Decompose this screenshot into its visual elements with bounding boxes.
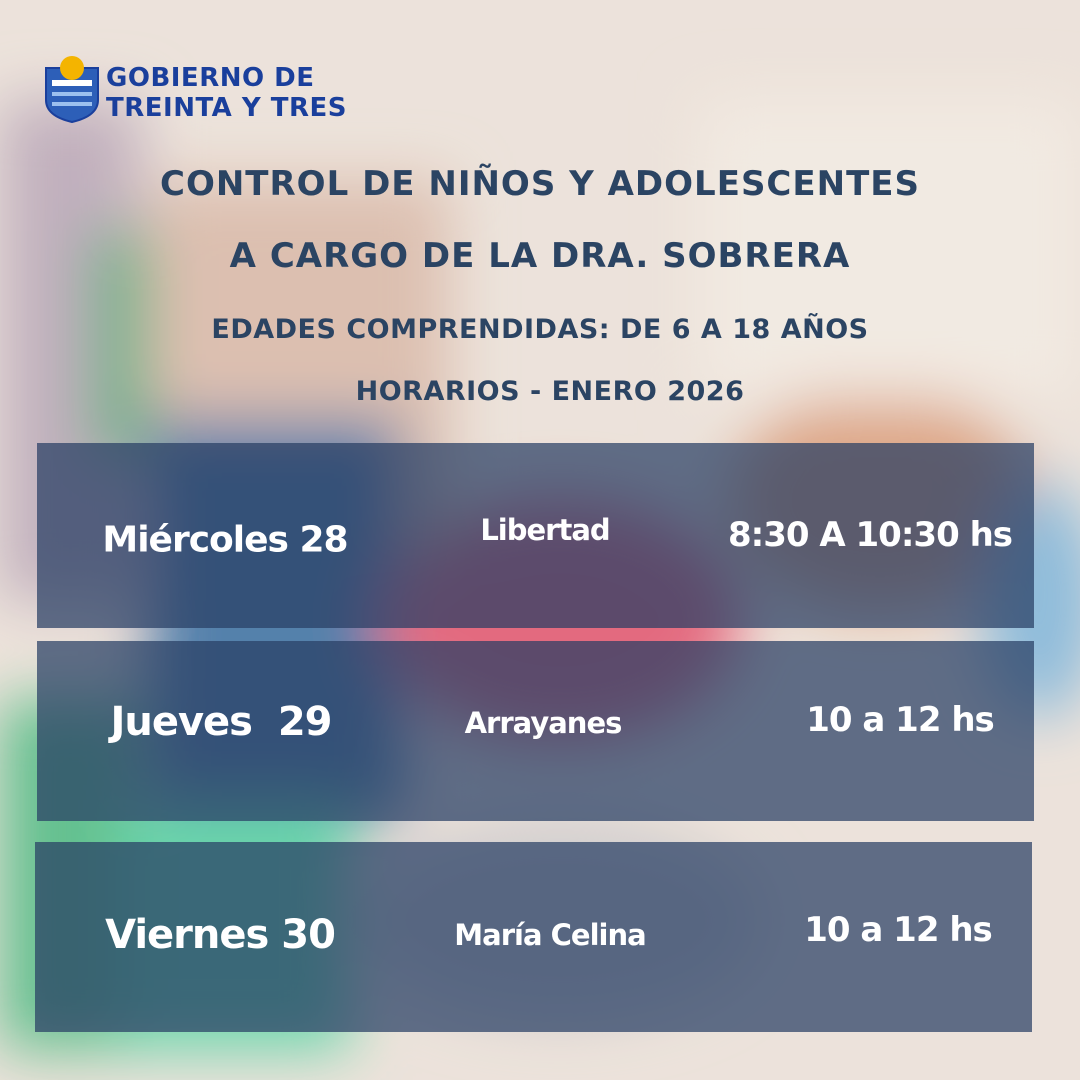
subtitle: EDADES COMPRENDIDAS: DE 6 A 18 AÑOS (211, 314, 869, 345)
title-line: CONTROL DE NIÑOS Y ADOLESCENTES (160, 164, 920, 204)
row-panel (35, 842, 1032, 1032)
logo (45, 56, 99, 124)
logo-line: GOBIERNO DE (106, 63, 315, 93)
title-line: A CARGO DE LA DRA. SOBRERA (229, 236, 851, 276)
place: Arrayanes (464, 706, 623, 740)
row-panel (37, 641, 1034, 821)
place: María Celina (454, 918, 646, 952)
day: Jueves 29 (110, 699, 332, 745)
logo-line: TREINTA Y TRES (106, 93, 347, 123)
time: 10 a 12 hs (804, 910, 993, 950)
time: 10 a 12 hs (806, 700, 995, 740)
place: Libertad (480, 513, 610, 547)
day: Viernes 30 (105, 912, 336, 958)
day: Miércoles 28 (102, 519, 348, 561)
subtitle: HORARIOS - ENERO 2026 (355, 376, 745, 407)
row-panel (37, 443, 1034, 628)
time: 8:30 A 10:30 hs (727, 515, 1013, 555)
